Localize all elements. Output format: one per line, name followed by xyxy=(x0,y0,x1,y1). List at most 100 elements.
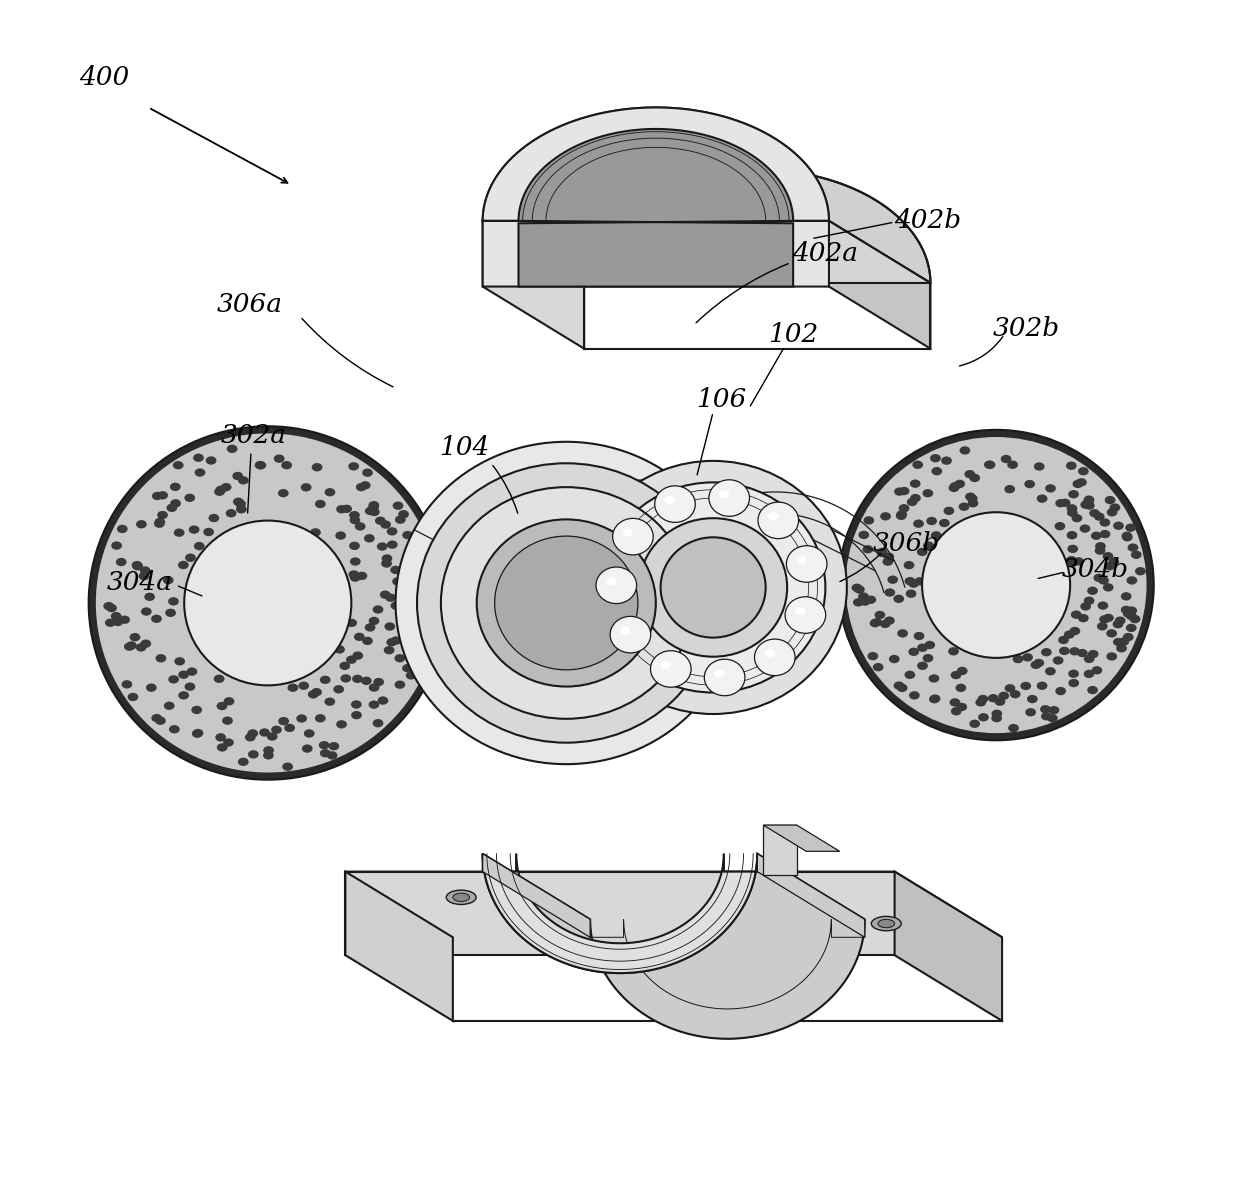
Ellipse shape xyxy=(918,661,928,670)
Ellipse shape xyxy=(1084,501,1095,510)
Ellipse shape xyxy=(1066,556,1076,565)
Ellipse shape xyxy=(758,503,799,538)
Polygon shape xyxy=(346,872,453,1021)
Ellipse shape xyxy=(129,633,140,641)
Ellipse shape xyxy=(157,511,167,519)
Ellipse shape xyxy=(1054,522,1065,530)
Ellipse shape xyxy=(192,730,202,738)
Ellipse shape xyxy=(1121,592,1132,601)
Ellipse shape xyxy=(336,505,347,513)
Ellipse shape xyxy=(169,597,179,605)
Ellipse shape xyxy=(216,733,226,741)
Ellipse shape xyxy=(1105,496,1116,504)
Ellipse shape xyxy=(976,698,986,707)
Ellipse shape xyxy=(1109,558,1120,566)
Ellipse shape xyxy=(254,461,265,469)
Ellipse shape xyxy=(350,516,361,524)
Ellipse shape xyxy=(1068,544,1078,553)
Ellipse shape xyxy=(428,583,438,591)
Ellipse shape xyxy=(422,638,432,646)
Ellipse shape xyxy=(223,697,234,706)
Ellipse shape xyxy=(929,695,940,703)
Ellipse shape xyxy=(131,561,143,570)
Ellipse shape xyxy=(944,506,955,515)
Ellipse shape xyxy=(1122,533,1132,541)
Ellipse shape xyxy=(162,576,174,584)
Ellipse shape xyxy=(128,693,139,701)
Ellipse shape xyxy=(895,512,906,521)
Ellipse shape xyxy=(391,602,402,610)
Ellipse shape xyxy=(155,654,166,663)
Ellipse shape xyxy=(1073,480,1084,488)
Ellipse shape xyxy=(325,488,335,497)
Ellipse shape xyxy=(146,683,156,691)
Ellipse shape xyxy=(904,561,914,570)
Ellipse shape xyxy=(1121,531,1132,540)
Ellipse shape xyxy=(248,750,259,758)
Ellipse shape xyxy=(336,720,347,728)
Ellipse shape xyxy=(185,493,195,501)
Ellipse shape xyxy=(368,501,379,510)
Ellipse shape xyxy=(1066,462,1076,470)
Ellipse shape xyxy=(949,647,959,656)
Ellipse shape xyxy=(335,531,346,540)
Ellipse shape xyxy=(854,585,864,593)
Ellipse shape xyxy=(393,501,403,510)
Ellipse shape xyxy=(315,714,326,722)
Ellipse shape xyxy=(878,919,894,928)
Ellipse shape xyxy=(370,507,379,516)
Ellipse shape xyxy=(883,558,893,566)
Ellipse shape xyxy=(869,618,880,627)
Ellipse shape xyxy=(413,658,424,666)
Ellipse shape xyxy=(1104,614,1114,622)
Ellipse shape xyxy=(135,644,146,652)
Ellipse shape xyxy=(1069,647,1080,656)
Ellipse shape xyxy=(1078,614,1089,622)
Ellipse shape xyxy=(1058,635,1069,644)
Ellipse shape xyxy=(186,667,197,676)
Ellipse shape xyxy=(299,682,309,690)
Ellipse shape xyxy=(223,738,234,746)
Polygon shape xyxy=(764,825,839,851)
Ellipse shape xyxy=(988,694,998,702)
Ellipse shape xyxy=(379,591,391,599)
Ellipse shape xyxy=(351,701,362,709)
Ellipse shape xyxy=(361,677,372,685)
Ellipse shape xyxy=(151,615,162,623)
Ellipse shape xyxy=(893,595,904,603)
Ellipse shape xyxy=(1025,708,1035,716)
Ellipse shape xyxy=(348,462,360,470)
Ellipse shape xyxy=(1027,695,1038,703)
Ellipse shape xyxy=(378,696,388,704)
Ellipse shape xyxy=(356,482,367,491)
Ellipse shape xyxy=(1049,706,1059,714)
Ellipse shape xyxy=(1087,586,1097,595)
Polygon shape xyxy=(518,129,794,287)
Ellipse shape xyxy=(308,690,319,698)
Ellipse shape xyxy=(238,476,249,485)
Ellipse shape xyxy=(175,657,185,665)
Ellipse shape xyxy=(381,521,391,529)
Ellipse shape xyxy=(136,521,146,529)
Ellipse shape xyxy=(353,633,365,641)
Ellipse shape xyxy=(970,474,980,482)
Ellipse shape xyxy=(601,482,826,693)
Ellipse shape xyxy=(1064,630,1075,639)
Ellipse shape xyxy=(238,758,249,767)
Ellipse shape xyxy=(1099,577,1109,585)
Text: 306a: 306a xyxy=(217,293,283,316)
Ellipse shape xyxy=(1069,679,1079,688)
Ellipse shape xyxy=(368,617,379,626)
Text: 102: 102 xyxy=(768,322,818,346)
Ellipse shape xyxy=(620,627,630,635)
Ellipse shape xyxy=(179,561,188,570)
Text: 304b: 304b xyxy=(1061,558,1128,581)
Ellipse shape xyxy=(1080,602,1091,610)
Ellipse shape xyxy=(651,651,691,688)
Ellipse shape xyxy=(419,556,429,565)
Ellipse shape xyxy=(1121,605,1132,614)
Text: 302a: 302a xyxy=(221,424,286,448)
Ellipse shape xyxy=(185,554,196,562)
Ellipse shape xyxy=(1009,690,1021,698)
Ellipse shape xyxy=(1126,607,1137,615)
